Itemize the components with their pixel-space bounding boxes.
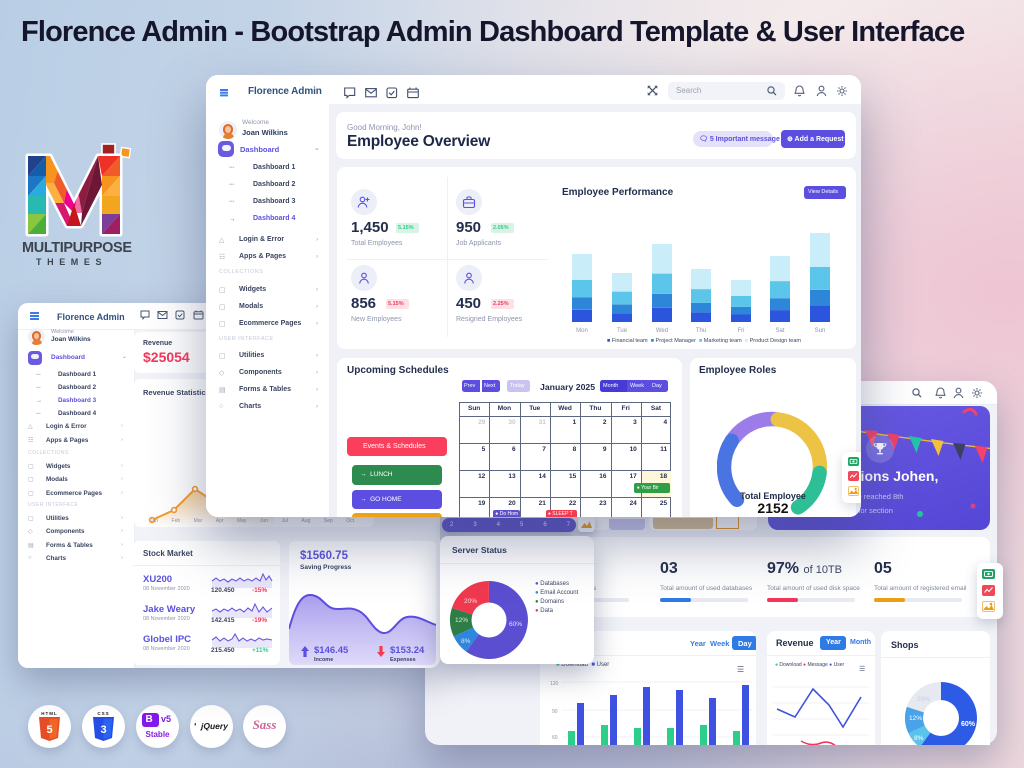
svg-text:Mon: Mon [576, 328, 588, 334]
svg-text:THEMES: THEMES [36, 257, 107, 267]
svg-text:5: 5 [46, 724, 52, 736]
svg-text:8%: 8% [461, 638, 471, 645]
svg-text:Sat: Sat [775, 328, 784, 334]
svg-text:20%: 20% [464, 598, 477, 605]
svg-text:12%: 12% [455, 617, 468, 624]
svg-text:20%: 20% [917, 696, 930, 703]
svg-text:90: 90 [552, 709, 558, 715]
svg-text:Sun: Sun [815, 328, 826, 334]
svg-text:12%: 12% [909, 715, 922, 722]
svg-text:120: 120 [550, 681, 559, 687]
svg-text:MULTIPURPOSE: MULTIPURPOSE [22, 240, 132, 256]
svg-text:Tue: Tue [617, 328, 628, 334]
svg-text:60: 60 [552, 735, 558, 741]
svg-text:60%: 60% [509, 621, 522, 628]
svg-text:Fri: Fri [738, 328, 745, 334]
svg-text:Thu: Thu [696, 328, 706, 334]
svg-text:Wed: Wed [656, 328, 668, 334]
svg-text:60%: 60% [961, 721, 976, 728]
svg-text:3: 3 [100, 724, 106, 736]
svg-text:8%: 8% [914, 735, 924, 742]
